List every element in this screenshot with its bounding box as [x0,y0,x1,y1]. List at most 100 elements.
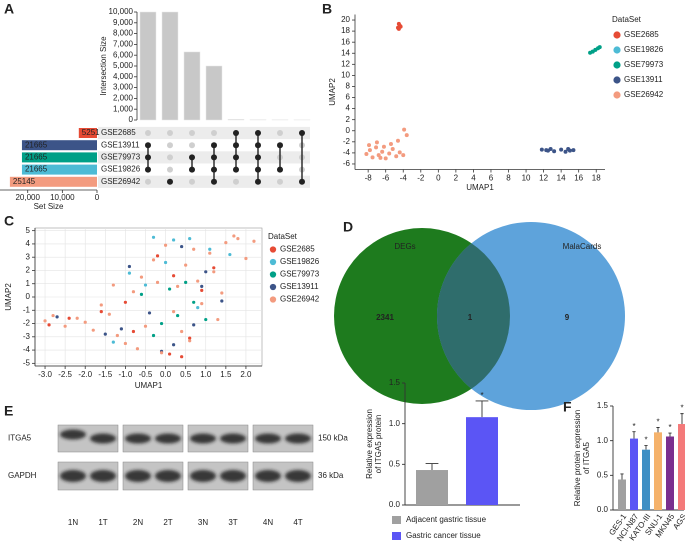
x-tick-label: 0.0 [160,370,172,379]
overlap [437,228,510,404]
y-tick-label: 4,000 [113,72,134,81]
point [196,306,200,310]
x-tick-label: -0.5 [139,370,153,379]
member-dot [211,178,217,185]
point [91,328,95,332]
point [204,270,208,274]
legend-label: GSE26942 [280,295,320,304]
point [139,275,144,279]
point [396,26,401,31]
x-tick-label: AGS [671,512,685,531]
member-dot [255,154,261,161]
point [172,238,176,242]
significance: * [480,391,483,400]
point [51,313,55,318]
point [176,284,180,288]
point [167,287,172,291]
significance: * [668,423,671,432]
legend-label: Adjacent gastric tissue [406,515,487,524]
matrix-dot [167,166,173,173]
point [374,140,379,145]
blot-band [255,470,281,482]
set-label: GSE26942 [101,177,141,186]
x-tick-label: 14 [557,174,566,183]
matrix-dot [189,130,195,136]
y-tick-label: 0.0 [389,500,401,509]
point [367,143,372,148]
point [67,316,71,320]
point [571,148,576,153]
legend-marker [613,31,621,39]
point [192,323,196,327]
point [401,153,406,158]
matrix-dot [167,154,173,161]
matrix-dot [277,178,283,185]
legend-marker [613,76,621,84]
y-tick-label: 1,000 [113,104,134,113]
legend-marker [613,61,621,69]
set-axis-label: Set Size [34,202,64,211]
panel-letter: A [4,1,14,17]
point [151,333,156,338]
point [188,336,192,340]
legend-label: GSE19826 [280,257,320,266]
point [188,237,192,241]
x-tick-label: 16 [574,174,583,183]
point [552,149,557,154]
member-dot [299,178,305,185]
point [75,316,79,320]
point [111,340,115,344]
set-size-label: 25145 [13,177,36,186]
point [180,244,184,249]
error-bar [668,432,672,437]
y-tick-label: 6 [346,93,351,102]
point [163,243,168,247]
point [395,138,400,143]
point [208,247,212,251]
point [155,280,160,285]
point [192,247,196,251]
x-tick-label: -1.0 [118,370,132,379]
matrix-stripe [98,175,310,188]
legend-marker [269,271,277,278]
point [380,149,385,154]
set-label: GSE79973 [101,153,141,162]
x-tick-label: 0.5 [180,370,192,379]
matrix-dot [145,130,151,136]
set-size-label: 21665 [25,165,48,174]
point [192,300,196,304]
member-dot [233,142,239,149]
y-tick-label: 7,000 [113,40,134,49]
matrix-dot [167,130,173,136]
blot-row-label: GAPDH [8,471,37,480]
point [123,300,127,304]
member-dot [145,166,151,173]
lane-label: 2N [133,518,143,527]
significance: * [632,422,635,431]
bar [654,432,662,510]
point [397,150,402,155]
point [204,317,208,322]
y-tick-label: 0 [26,292,31,301]
point [172,309,176,314]
point [180,329,184,334]
region-count: 1 [468,313,473,322]
y-tick-label: 8,000 [113,29,134,38]
y-tick-label: 20 [341,15,350,24]
set-size-bar [21,152,97,163]
error-bar [656,427,660,433]
member-dot [255,130,261,136]
set-size-bar [9,176,98,187]
member-dot [145,154,151,161]
point [131,290,136,294]
significance: * [680,404,683,413]
point [55,315,59,319]
x-tick-label: 4 [471,174,476,183]
y-tick-label: 12 [341,59,350,68]
legend-label: GSE2685 [624,30,659,39]
point [216,317,220,322]
y-tick-label: -4 [23,345,31,354]
legend-label: Gastric cancer tissue [406,531,481,540]
point [139,292,144,296]
region-count: 2341 [376,313,394,322]
